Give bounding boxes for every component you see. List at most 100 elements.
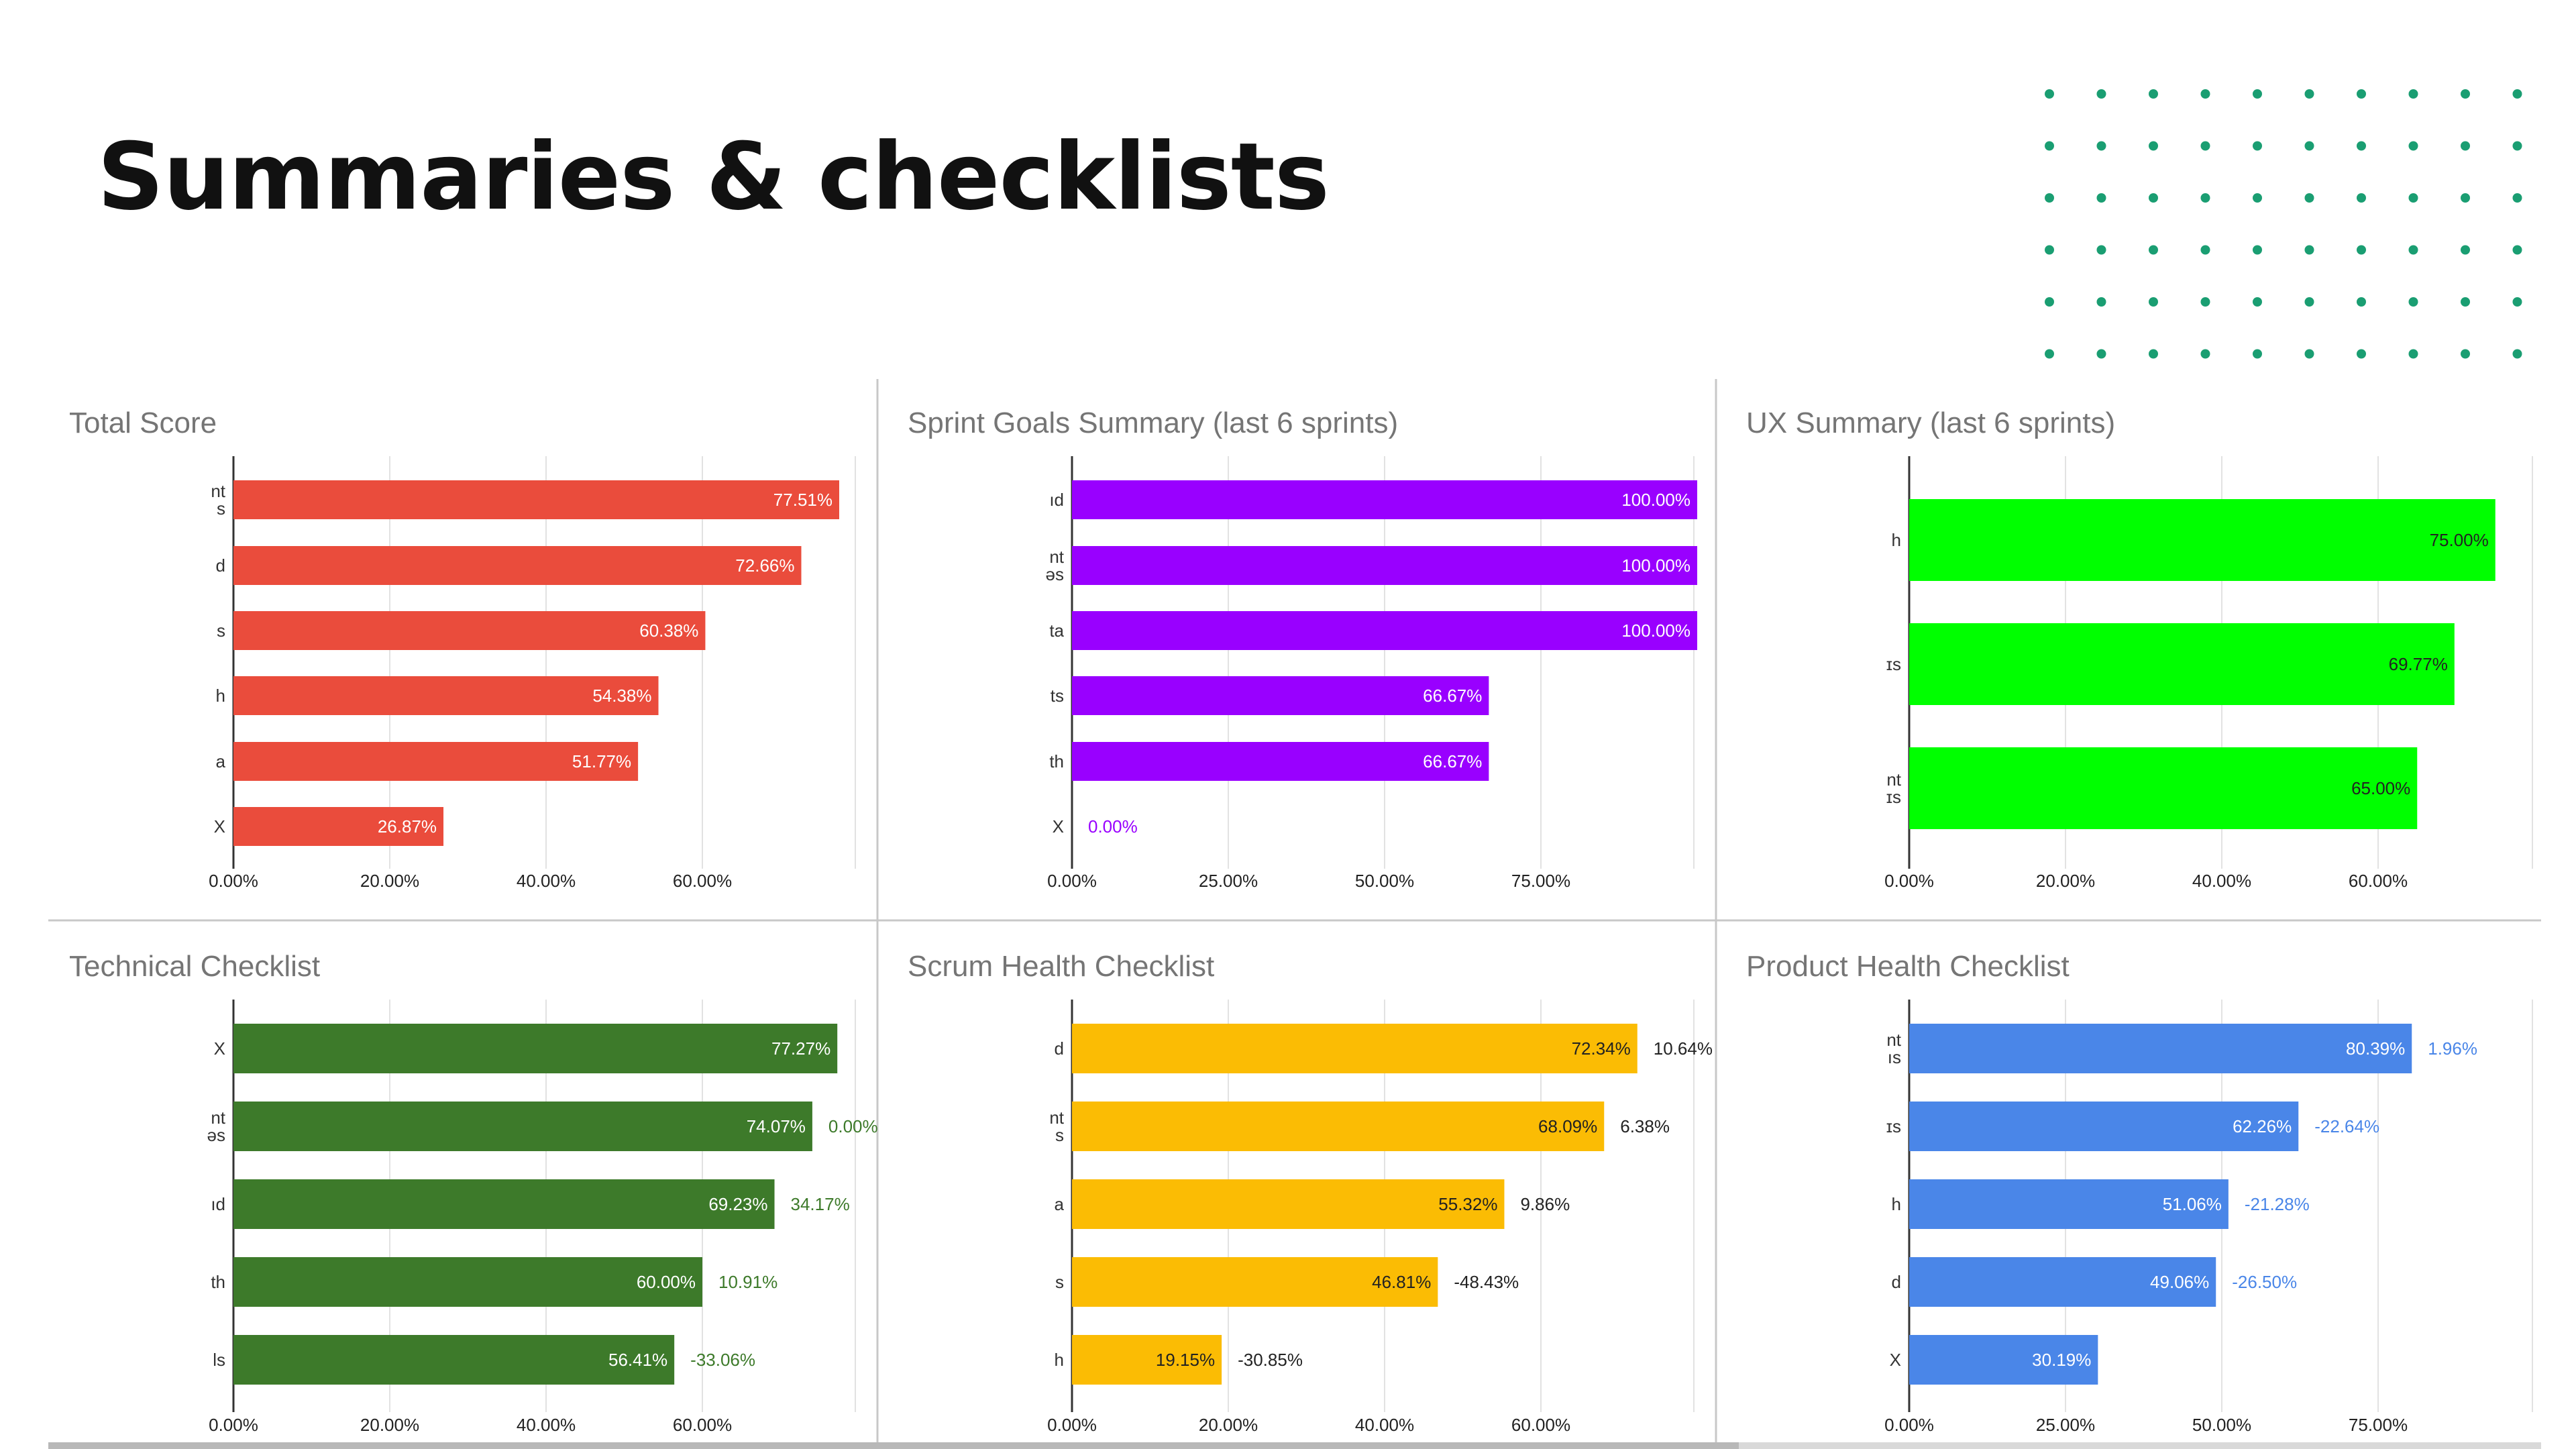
category-label: d xyxy=(1055,1038,1064,1059)
decorative-dot xyxy=(2461,193,2470,203)
bar xyxy=(1909,1335,2098,1385)
delta-label: -22.64% xyxy=(2314,1116,2379,1136)
category-label: nt əs xyxy=(1046,547,1065,584)
decorative-dot xyxy=(2200,141,2210,151)
bar xyxy=(233,611,706,650)
tick-label: 40.00% xyxy=(2192,871,2251,891)
decorative-dot xyxy=(2408,349,2418,359)
category-label: h xyxy=(1892,530,1901,550)
bar-value-label: 56.41% xyxy=(608,1350,667,1370)
bar xyxy=(1072,1257,1438,1307)
decorative-dot xyxy=(2253,193,2262,203)
category-label: ts xyxy=(1051,686,1064,706)
decorative-dot xyxy=(2149,193,2158,203)
category-label: d xyxy=(216,555,225,576)
tick-label: 0.00% xyxy=(209,1415,258,1435)
category-label: nt ɪs xyxy=(1886,769,1902,807)
decorative-dot xyxy=(2304,141,2314,151)
tick-label: 25.00% xyxy=(2036,1415,2095,1435)
delta-label: 6.38% xyxy=(1620,1116,1670,1136)
bar-value-label: 62.26% xyxy=(2233,1116,2292,1136)
decorative-dot xyxy=(2200,297,2210,307)
decorative-dot xyxy=(2149,245,2158,255)
bar-value-label: 0.00% xyxy=(1088,816,1138,837)
decorative-dot xyxy=(2045,193,2054,203)
bar xyxy=(1072,1179,1505,1229)
decorative-dot xyxy=(2200,193,2210,203)
decorative-dot xyxy=(2200,245,2210,255)
bar xyxy=(233,1335,675,1385)
delta-label: -30.85% xyxy=(1238,1350,1303,1370)
bar-value-label: 69.77% xyxy=(2389,654,2448,674)
bar-value-label: 54.38% xyxy=(592,686,651,706)
delta-label: 34.17% xyxy=(791,1194,850,1214)
decorative-dot xyxy=(2357,141,2366,151)
bar-value-label: 26.87% xyxy=(378,816,437,837)
category-label: h xyxy=(1892,1194,1901,1214)
chart-panel: Sprint Goals Summary (last 6 sprints) 0.0… xyxy=(908,407,1697,891)
bar xyxy=(1072,546,1697,585)
category-label: nt əs xyxy=(207,1108,226,1145)
decorative-dot xyxy=(2200,89,2210,99)
tick-label: 40.00% xyxy=(1355,1415,1414,1435)
decorative-dot xyxy=(2253,297,2262,307)
delta-label: 1.96% xyxy=(2428,1038,2477,1059)
tick-label: 20.00% xyxy=(2036,871,2095,891)
category-label: X xyxy=(1890,1350,1901,1370)
decorative-dot xyxy=(2045,297,2054,307)
bar-value-label: 51.77% xyxy=(572,751,631,771)
bar xyxy=(233,546,802,585)
decorative-dot xyxy=(2512,141,2522,151)
decorative-dot xyxy=(2096,245,2106,255)
delta-label: -26.50% xyxy=(2232,1272,2297,1292)
chart-title: Technical Checklist xyxy=(69,950,320,983)
decorative-dot xyxy=(2512,89,2522,99)
tick-label: 60.00% xyxy=(2349,871,2408,891)
category-label: s xyxy=(217,621,225,641)
bar xyxy=(1909,1179,2229,1229)
bar-value-label: 66.67% xyxy=(1423,751,1482,771)
bar xyxy=(1909,623,2455,705)
category-label: th xyxy=(1049,751,1064,771)
decorative-dot xyxy=(2304,349,2314,359)
decorative-dot xyxy=(2357,193,2366,203)
category-label: ɪs xyxy=(1886,654,1901,674)
bar-value-label: 77.27% xyxy=(771,1038,830,1059)
decorative-dot xyxy=(2512,245,2522,255)
category-label: a xyxy=(216,751,226,771)
decorative-dot xyxy=(2512,297,2522,307)
tick-label: 20.00% xyxy=(1199,1415,1258,1435)
bar xyxy=(1072,480,1697,519)
bar xyxy=(1072,676,1489,715)
bar-value-label: 30.19% xyxy=(2032,1350,2091,1370)
bar xyxy=(1909,1102,2299,1151)
bar xyxy=(233,676,659,715)
category-label: s xyxy=(1055,1272,1064,1292)
decorative-dot xyxy=(2408,141,2418,151)
tick-label: 0.00% xyxy=(1047,1415,1097,1435)
bar xyxy=(1909,499,2496,581)
delta-label: 10.91% xyxy=(718,1272,777,1292)
decorative-dot xyxy=(2304,89,2314,99)
bar-value-label: 100.00% xyxy=(1621,555,1690,576)
category-label: X xyxy=(214,1038,225,1059)
decorative-dot xyxy=(2357,245,2366,255)
decorative-dot xyxy=(2357,89,2366,99)
delta-label: 9.86% xyxy=(1520,1194,1570,1214)
tick-label: 20.00% xyxy=(360,1415,419,1435)
bar xyxy=(233,480,839,519)
bar-value-label: 68.09% xyxy=(1538,1116,1597,1136)
chart-panel: Technical Checklist 0.00% 20.00% 40.00% 60.0… xyxy=(69,950,878,1435)
bar-value-label: 72.66% xyxy=(735,555,794,576)
bar-value-label: 60.38% xyxy=(639,621,698,641)
chart-panel: Product Health Checklist 0.00% 25.00% 50.00… xyxy=(1746,950,2533,1435)
decorative-dot xyxy=(2149,141,2158,151)
decorative-dot xyxy=(2461,245,2470,255)
decorative-dot xyxy=(2045,89,2054,99)
bar-value-label: 60.00% xyxy=(637,1272,696,1292)
tick-label: 60.00% xyxy=(673,1415,732,1435)
decorative-dot xyxy=(2149,89,2158,99)
scrollbar-thumb[interactable] xyxy=(48,1442,1739,1449)
bar xyxy=(1072,1335,1222,1385)
